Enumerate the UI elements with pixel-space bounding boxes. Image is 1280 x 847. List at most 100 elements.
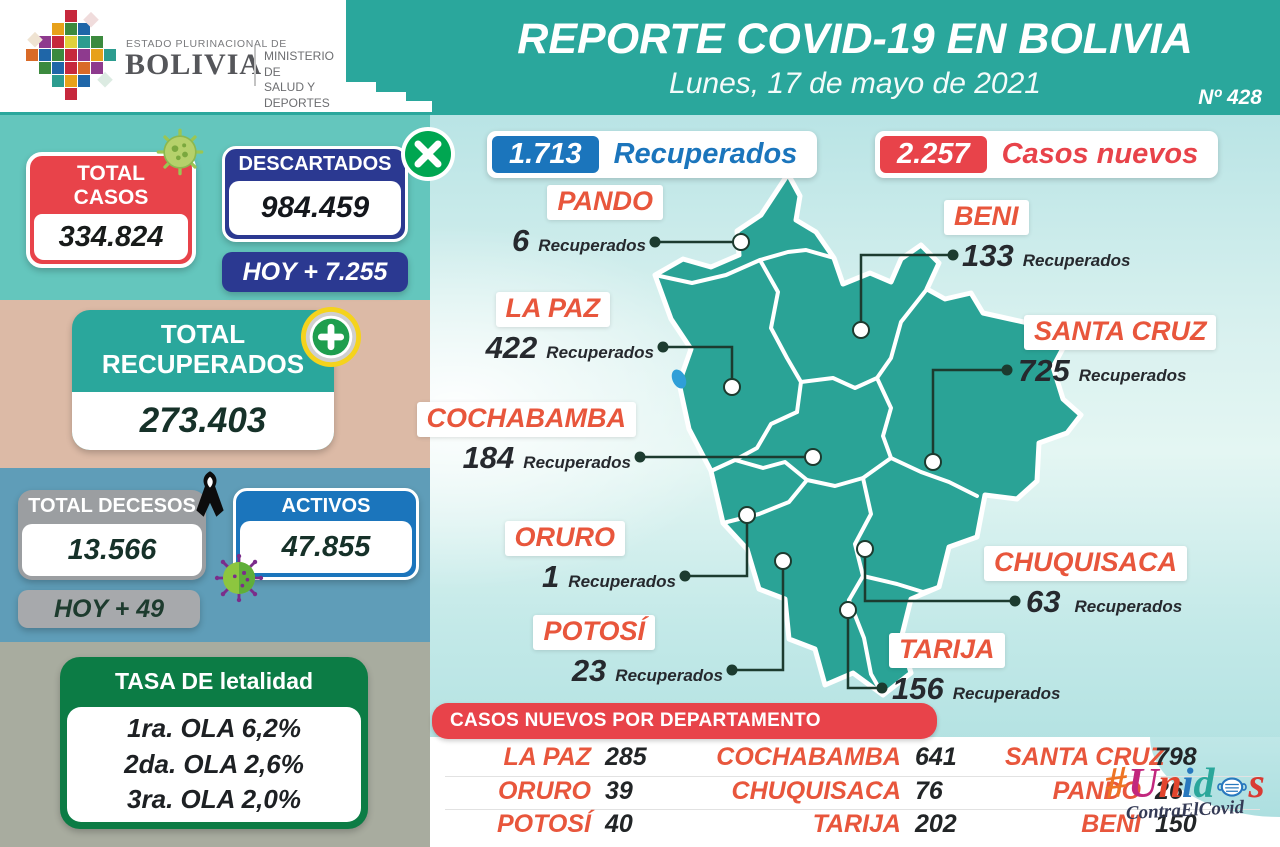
map-marker-chuquisaca [856,540,874,558]
report-number: Nº 428 [1198,86,1262,109]
recovered-count: 6 [512,223,530,259]
bolivia-coat-of-arms-icon [26,10,116,100]
department-name: POTOSÍ [533,615,655,651]
ola-3-line: 3ra. OLA 2,0% [127,784,301,815]
department-name: SANTA CRUZ [1024,315,1217,351]
total-decesos-value: 13.566 [22,524,202,576]
x-circle-icon [401,127,455,181]
dept-value: 40 [605,810,633,838]
map-markers [723,233,942,619]
descartados-label: DESCARTADOS [238,153,392,175]
decesos-hoy-pill: HOY + 49 [18,590,200,628]
header-step-shape [406,101,432,112]
map-marker-potosi [774,552,792,570]
map-label-beni: BENI 133 Recuperados [944,200,1131,274]
total-casos-value: 334.824 [34,214,188,260]
recovered-unit: Recuperados [1074,597,1183,617]
brand-estado-text: ESTADO PLURINACIONAL DE [126,38,287,50]
virus-icon [156,128,204,176]
page-title: REPORTE COVID-19 EN BOLIVIA [517,15,1193,63]
recovered-count: 725 [1018,353,1070,389]
mourning-ribbon-icon [196,471,224,517]
map-label-chuquisaca: CHUQUISACA 63 Recuperados [984,546,1188,617]
ola-2-line: 2da. OLA 2,6% [124,748,304,779]
total-recuperados-label-1: TOTAL [160,319,246,349]
recuperados-total-badge: 1.713 Recuperados [487,131,818,178]
total-casos-card: TOTAL CASOS 334.824 [26,152,196,268]
recovered-count: 1 [542,559,560,595]
new-cases-banner: CASOS NUEVOS POR DEPARTAMENTO [432,703,937,739]
department-name: ORURO [504,521,625,557]
department-name: TARIJA [889,633,1005,669]
map-label-tarija: TARIJA 156 Recuperados [889,633,1061,704]
map-marker-oruro [738,506,756,524]
recovered-count: 184 [462,440,515,476]
map-label-santa-cruz: SANTA CRUZ 725 Recuperados [1018,315,1217,389]
descartados-card: DESCARTADOS 984.459 [222,146,408,242]
map-panel: 1.713 Recuperados 2.257 Casos nuevos PAN… [416,115,1280,847]
recovered-unit: Recuperados [523,453,631,473]
map-label-cochabamba: COCHABAMBA 184 Recuperados [416,402,636,476]
activos-label: ACTIVOS [281,495,371,517]
recovered-count: 422 [485,330,538,366]
connector-potosi [732,561,785,672]
table-row: LA PAZ 285 COCHABAMBA 641 SANTA CRUZ 798 [445,743,1260,776]
map-label-potosi: POTOSÍ 23 Recuperados [533,615,723,686]
brand-divider [254,46,256,86]
activos-card: ACTIVOS 47.855 [233,488,419,580]
dept-value: 39 [605,777,633,805]
recovered-unit: Recuperados [538,236,646,256]
connector-lapaz [663,345,734,387]
dept-value: 798 [1155,743,1197,771]
recovered-count: 133 [962,238,1014,274]
tasa-letalidad-card: TASA DE letalidad 1ra. OLA 6,2% 2da. OLA… [60,657,368,829]
recovered-unit: Recuperados [952,684,1061,704]
dept-name: PANDO [1052,777,1141,805]
dept-name: LA PAZ [503,743,592,771]
recovered-unit: Recuperados [1022,251,1131,271]
descartados-hoy-pill: HOY + 7.255 [222,252,408,292]
department-name: COCHABAMBA [416,402,636,438]
dept-value: 150 [1155,810,1197,838]
dept-value: 202 [915,810,957,838]
lake-titicaca [671,369,687,389]
table-row: POTOSÍ 40 TARIJA 202 BENI 150 [445,809,1260,842]
department-name: BENI [944,200,1029,236]
activos-value: 47.855 [240,521,412,573]
recovered-unit: Recuperados [546,343,654,363]
total-recuperados-value: 273.403 [72,392,334,450]
map-marker-pando [732,233,750,251]
casos-nuevos-total-badge: 2.257 Casos nuevos [875,131,1219,178]
connector-tarija [846,610,882,690]
dept-value: 641 [915,743,957,771]
map-label-pando: PANDO 6 Recuperados [512,185,663,259]
map-marker-cochabamba [804,448,822,466]
brand-ministry-text: MINISTERIO DE SALUD Y DEPORTES [264,49,335,110]
ola-1-line: 1ra. OLA 6,2% [127,712,301,743]
casos-nuevos-total-label: Casos nuevos [1001,138,1199,170]
recuperados-total-value: 1.713 [492,136,599,173]
brand-country-text: BOLIVIA [125,48,263,81]
total-decesos-card: TOTAL DECESOS 13.566 [18,490,206,580]
connector-santa-cruz [931,368,1007,462]
header-step-shape [346,82,376,112]
recovered-unit: Recuperados [615,666,723,686]
connector-beni [859,253,953,330]
department-name: CHUQUISACA [984,546,1188,582]
face-mask-icon [1216,777,1247,797]
map-marker-tarija [839,601,857,619]
map-marker-santa-cruz [924,453,942,471]
dept-name: CHUQUISACA [731,777,901,805]
total-recuperados-card: TOTAL RECUPERADOS 273.403 [72,310,334,450]
hashtag-glyph: # [1101,756,1131,809]
dept-name: COCHABAMBA [716,743,901,771]
new-cases-table: LA PAZ 285 COCHABAMBA 641 SANTA CRUZ 798 OR… [445,743,1260,842]
map-label-oruro: ORURO 1 Recuperados [504,521,676,595]
plus-circle-icon [300,306,362,368]
dept-name: TARIJA [812,810,901,838]
total-casos-label-1: TOTAL [76,162,146,185]
department-name: PANDO [547,185,663,221]
virus-icon [214,553,264,603]
department-name: LA PAZ [495,292,610,328]
